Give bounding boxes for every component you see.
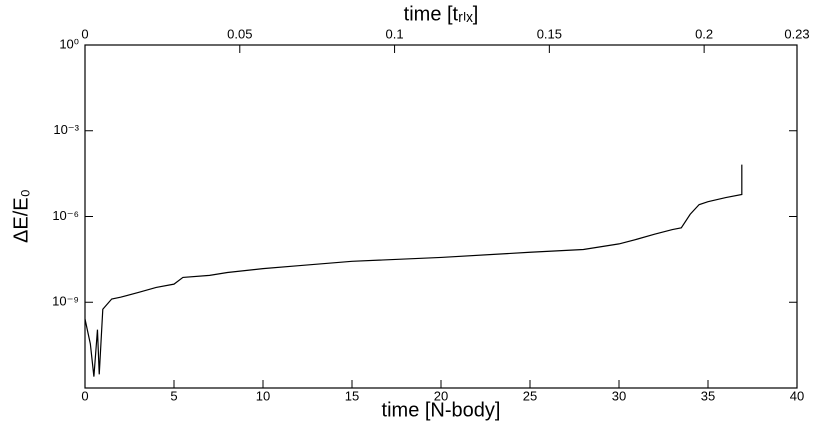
y-tick-label: 10⁰	[59, 36, 79, 51]
plot-frame	[84, 44, 798, 389]
x-tick-label: 20	[434, 388, 448, 403]
x-tick-label: 15	[345, 388, 359, 403]
y-tick-label: 10⁻⁹	[52, 294, 79, 309]
x-tick-label: 10	[256, 388, 270, 403]
x-tick-label: 0	[81, 388, 88, 403]
x-tick-label: 25	[523, 388, 537, 403]
x2-tick-label: 0.23	[784, 26, 809, 41]
y-tick-label: 10⁻⁶	[52, 208, 79, 223]
x2-tick-label: 0.1	[386, 26, 404, 41]
x-tick-label: 5	[170, 388, 177, 403]
data-line	[84, 164, 743, 377]
x-tick-label: 40	[790, 388, 804, 403]
x2-tick-label: 0.05	[227, 26, 252, 41]
x2-tick-label: 0.15	[537, 26, 562, 41]
x-axis-label: time [N-body]	[382, 399, 501, 421]
y-axis-label: ΔE/E₀	[10, 189, 32, 243]
x-tick-label: 30	[612, 388, 626, 403]
x2-axis-label: time [tᵣₗₓ]	[404, 3, 479, 25]
y-tick-label: 10⁻³	[53, 122, 79, 137]
x-tick-label: 35	[701, 388, 715, 403]
x2-tick-label: 0	[81, 26, 88, 41]
x2-tick-label: 0.2	[695, 26, 713, 41]
